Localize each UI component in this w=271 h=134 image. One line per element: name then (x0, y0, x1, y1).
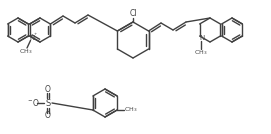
Text: O: O (45, 85, 51, 94)
Text: $^+$: $^+$ (33, 32, 39, 37)
Text: O: O (45, 111, 51, 120)
Text: S: S (45, 98, 51, 107)
Text: N: N (29, 34, 34, 40)
Text: CH$_3$: CH$_3$ (124, 106, 138, 114)
Text: CH$_3$: CH$_3$ (19, 48, 32, 56)
Text: Cl: Cl (129, 10, 137, 18)
Text: N: N (199, 34, 204, 40)
Text: $^-$O: $^-$O (26, 98, 40, 109)
Text: CH$_3$: CH$_3$ (194, 48, 208, 57)
